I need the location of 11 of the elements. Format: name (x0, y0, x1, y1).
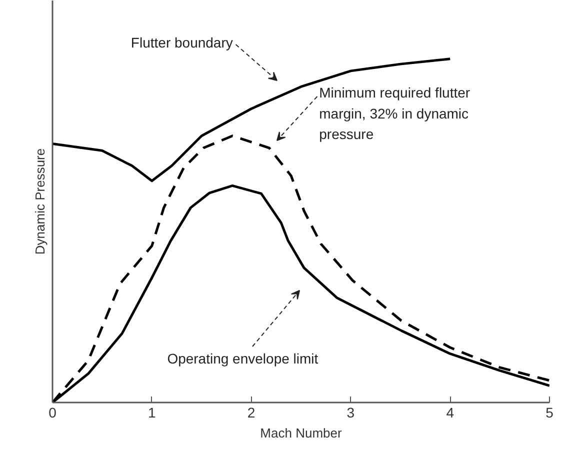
x-tick-label: 3 (346, 404, 355, 420)
x-axis-title: Mach Number (260, 426, 342, 440)
annotation: Minimum required flutter margin, 32% in dynamic pressure (319, 84, 470, 142)
x-tick-label: 0 (48, 404, 57, 420)
annotation: Operating envelope limit (167, 350, 318, 366)
x-tick-label: 2 (247, 404, 256, 420)
x-tick-label: 4 (446, 404, 454, 420)
x-tick-label: 5 (546, 404, 554, 420)
x-tick-label: 1 (148, 404, 156, 420)
y-axis-title: Dynamic Pressure (32, 148, 48, 255)
text: Flutter boundary (130, 34, 233, 51)
